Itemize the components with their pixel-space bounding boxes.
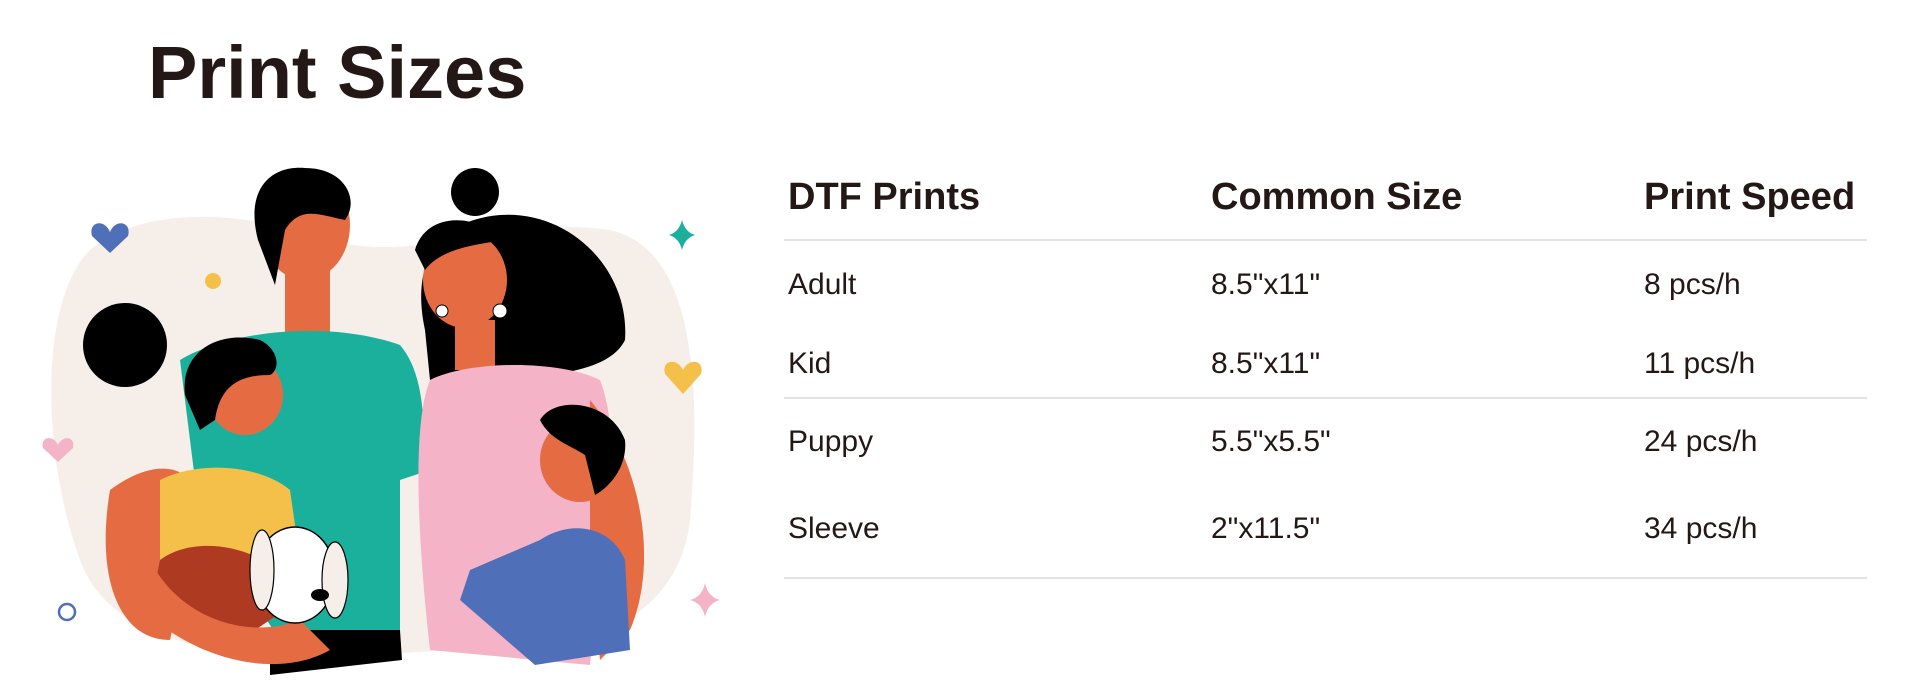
page-title: Print Sizes xyxy=(148,31,527,114)
earring-right xyxy=(492,303,508,319)
row-kid-name: Kid xyxy=(788,347,832,380)
print-sizes-table: DTF Prints Common Size Print Speed Adult… xyxy=(784,0,1867,700)
divider xyxy=(784,239,1867,241)
row-kid-size: 8.5"x11" xyxy=(1211,347,1321,380)
boy-hair xyxy=(540,404,626,495)
header-dtf-prints: DTF Prints xyxy=(788,176,981,218)
row-sleeve-speed: 34 pcs/h xyxy=(1644,512,1758,545)
woman-hair-front xyxy=(415,220,505,270)
woman-bun xyxy=(451,168,499,216)
family-illustration xyxy=(42,167,720,675)
girl-hair xyxy=(184,337,277,430)
header-print-speed: Print Speed xyxy=(1644,176,1856,218)
row-adult-name: Adult xyxy=(788,268,857,301)
ring-blue-icon xyxy=(57,602,77,622)
heart-blue-icon xyxy=(91,223,129,253)
heart-pink-icon xyxy=(42,438,74,462)
dog-ear-left xyxy=(249,529,275,611)
row-adult-speed: 8 pcs/h xyxy=(1644,268,1741,301)
row-sleeve-name: Sleeve xyxy=(788,512,880,545)
row-puppy-name: Puppy xyxy=(788,425,874,458)
row-sleeve-size: 2"x11.5" xyxy=(1211,512,1321,545)
earring-left xyxy=(435,304,449,318)
girl-bun xyxy=(83,303,167,387)
row-adult-size: 8.5"x11" xyxy=(1211,268,1321,301)
dog-nose xyxy=(311,589,329,601)
boy-shirt xyxy=(460,528,630,665)
dot-yellow-icon xyxy=(205,273,221,289)
row-puppy-speed: 24 pcs/h xyxy=(1644,425,1758,458)
arms xyxy=(110,560,330,665)
woman-neck xyxy=(455,320,495,370)
man-hair xyxy=(254,167,351,285)
heart-yellow-icon xyxy=(664,361,702,394)
divider xyxy=(784,397,1867,399)
woman-head xyxy=(423,232,507,328)
header-common-size: Common Size xyxy=(1211,176,1463,218)
divider xyxy=(784,577,1867,579)
sparkle-pink-icon xyxy=(690,583,720,617)
row-puppy-size: 5.5"x5.5" xyxy=(1211,425,1331,458)
sparkle-teal-icon xyxy=(669,220,695,250)
row-kid-speed: 11 pcs/h xyxy=(1644,347,1756,380)
dog-ear-right xyxy=(321,541,349,619)
